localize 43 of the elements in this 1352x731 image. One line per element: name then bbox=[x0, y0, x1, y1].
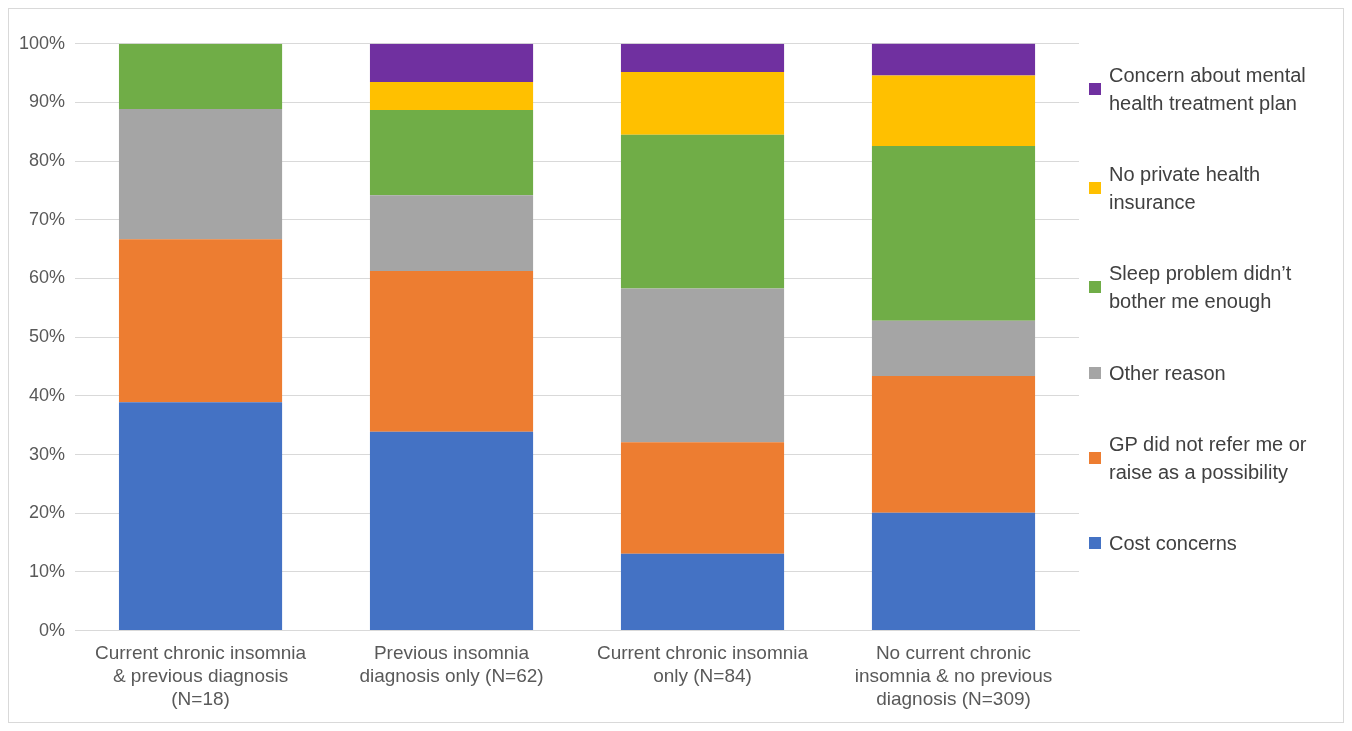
bar bbox=[871, 320, 1036, 376]
bar bbox=[118, 43, 283, 109]
y-tick-label: 0% bbox=[39, 619, 66, 640]
bar bbox=[871, 512, 1036, 631]
bar bbox=[369, 195, 534, 271]
bar bbox=[620, 43, 785, 72]
bar bbox=[620, 553, 785, 631]
y-tick-label: 70% bbox=[29, 208, 66, 229]
bar bbox=[871, 375, 1036, 513]
bar bbox=[620, 288, 785, 443]
y-tick-label: 10% bbox=[29, 560, 66, 581]
x-tick-label: Current chronic insomnia only (N=84) bbox=[596, 642, 809, 687]
x-tick-label: Previous insomnia diagnosis only (N=62) bbox=[359, 642, 544, 687]
bar bbox=[620, 442, 785, 554]
y-tick-label: 50% bbox=[29, 326, 66, 347]
bar bbox=[369, 270, 534, 432]
legend-label: No private health insurance bbox=[1109, 162, 1262, 215]
bar bbox=[369, 110, 534, 196]
bar bbox=[871, 43, 1036, 76]
bar bbox=[620, 71, 785, 135]
y-tick-label: 40% bbox=[29, 384, 66, 405]
y-tick-label: 20% bbox=[29, 502, 66, 523]
bar bbox=[118, 239, 283, 403]
bar bbox=[871, 145, 1036, 321]
bar bbox=[871, 75, 1036, 146]
bar bbox=[118, 402, 283, 631]
x-tick-label: Current chronic insomnia & previous diagnosis (N=18) bbox=[94, 642, 307, 709]
legend-label: Cost concerns bbox=[1109, 531, 1237, 557]
legend-label: GP did not refer me or raise as a possibility bbox=[1109, 431, 1308, 485]
bar bbox=[369, 81, 534, 111]
y-tick-label: 30% bbox=[29, 443, 66, 464]
legend-label: Sleep problem didn’t bother me enough bbox=[1109, 261, 1293, 315]
y-tick-label: 60% bbox=[29, 267, 66, 288]
y-tick-label: 100% bbox=[18, 32, 66, 53]
legend-label: Other reason bbox=[1109, 360, 1226, 386]
bar bbox=[369, 431, 534, 631]
x-tick-label: No current chronic insomnia & no previous diagnosis (N=309) bbox=[854, 642, 1053, 709]
bar bbox=[620, 134, 785, 289]
y-tick-label: 80% bbox=[29, 150, 66, 171]
bar bbox=[369, 43, 534, 82]
bar bbox=[118, 108, 283, 240]
y-tick-label: 90% bbox=[29, 91, 66, 112]
legend-label: Concern about mental health treatment plan bbox=[1109, 62, 1307, 116]
